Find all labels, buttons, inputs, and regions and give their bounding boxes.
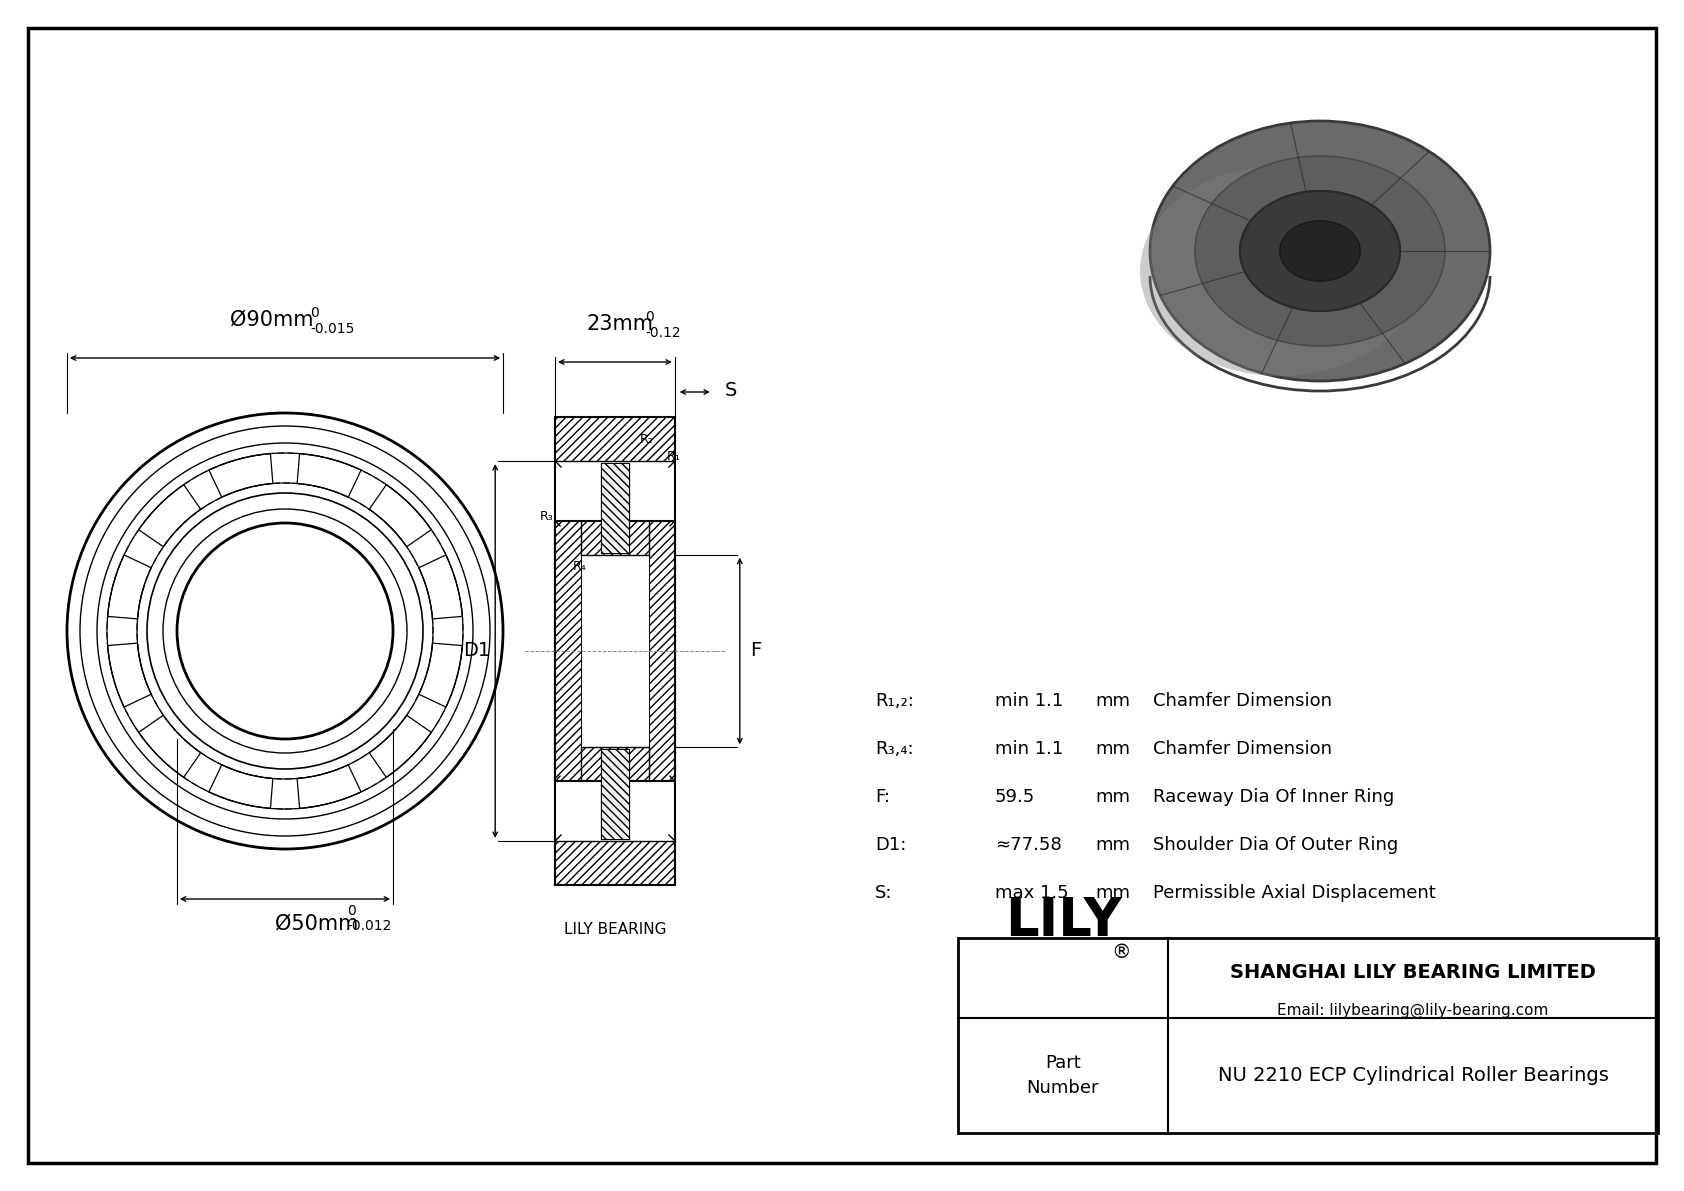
Bar [556, 520, 581, 781]
Ellipse shape [1196, 156, 1445, 347]
Bar [581, 520, 648, 555]
Bar [556, 417, 675, 461]
Text: NU 2210 ECP Cylindrical Roller Bearings: NU 2210 ECP Cylindrical Roller Bearings [1218, 1066, 1608, 1085]
Text: Part
Number: Part Number [1027, 1054, 1100, 1097]
Text: ≈77.58: ≈77.58 [995, 836, 1061, 854]
Text: D1:: D1: [876, 836, 906, 854]
Text: 59.5: 59.5 [995, 788, 1036, 806]
Ellipse shape [1239, 191, 1399, 311]
Text: Ø50mm: Ø50mm [274, 913, 359, 934]
Text: max 1.5: max 1.5 [995, 884, 1069, 902]
Bar [601, 749, 630, 838]
Ellipse shape [1150, 121, 1490, 381]
Text: ®: ® [1111, 943, 1132, 962]
Text: 0: 0 [310, 306, 318, 320]
Bar [581, 747, 648, 781]
Text: D1: D1 [463, 642, 490, 661]
Text: Chamfer Dimension: Chamfer Dimension [1154, 740, 1332, 757]
Text: R₁: R₁ [667, 450, 680, 462]
Text: F: F [749, 642, 761, 661]
Text: mm: mm [1095, 836, 1130, 854]
Text: LILY BEARING: LILY BEARING [564, 923, 667, 937]
Bar [648, 520, 675, 781]
Text: F:: F: [876, 788, 891, 806]
Text: -0.012: -0.012 [347, 919, 391, 933]
Bar [958, 939, 1659, 1133]
Text: R₃: R₃ [539, 510, 554, 523]
Text: SHANGHAI LILY BEARING LIMITED: SHANGHAI LILY BEARING LIMITED [1229, 964, 1596, 983]
Text: mm: mm [1095, 884, 1130, 902]
Text: LILY: LILY [1005, 894, 1122, 947]
Ellipse shape [1239, 191, 1399, 311]
Bar [556, 841, 675, 885]
Text: R₃,₄:: R₃,₄: [876, 740, 914, 757]
Text: 0: 0 [347, 904, 355, 918]
Text: Email: lilybearing@lily-bearing.com: Email: lilybearing@lily-bearing.com [1276, 1003, 1549, 1017]
Text: 23mm: 23mm [588, 314, 653, 333]
Text: -0.12: -0.12 [645, 326, 680, 339]
Ellipse shape [1280, 222, 1361, 281]
Text: S:: S: [876, 884, 893, 902]
Ellipse shape [1140, 166, 1420, 376]
Text: R₂: R₂ [640, 432, 653, 445]
Text: -0.015: -0.015 [310, 322, 354, 336]
Text: min 1.1: min 1.1 [995, 740, 1063, 757]
Text: Permissible Axial Displacement: Permissible Axial Displacement [1154, 884, 1436, 902]
Text: Ø90mm: Ø90mm [231, 310, 313, 330]
Text: mm: mm [1095, 740, 1130, 757]
Text: Raceway Dia Of Inner Ring: Raceway Dia Of Inner Ring [1154, 788, 1394, 806]
Text: min 1.1: min 1.1 [995, 692, 1063, 710]
Text: R₄: R₄ [573, 560, 588, 573]
Text: 0: 0 [645, 310, 653, 324]
Text: mm: mm [1095, 692, 1130, 710]
Text: Shoulder Dia Of Outer Ring: Shoulder Dia Of Outer Ring [1154, 836, 1398, 854]
Text: Chamfer Dimension: Chamfer Dimension [1154, 692, 1332, 710]
Text: R₁,₂:: R₁,₂: [876, 692, 914, 710]
Bar [601, 463, 630, 553]
Text: S: S [724, 380, 738, 399]
Text: mm: mm [1095, 788, 1130, 806]
Ellipse shape [1280, 222, 1361, 281]
